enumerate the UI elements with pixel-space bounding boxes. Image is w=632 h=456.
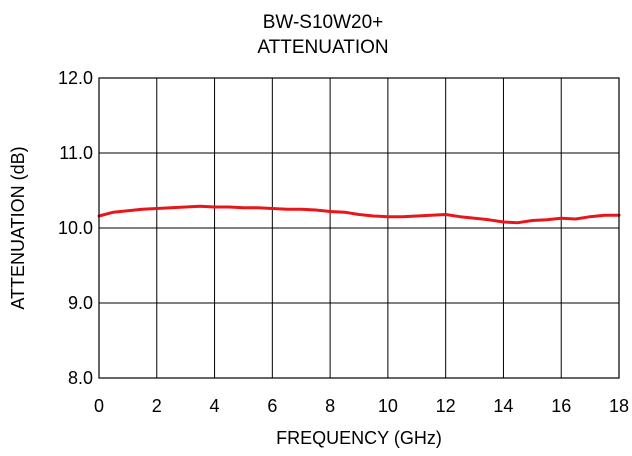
- x-tick-labels: 0 2 4 6 8 10 12 14 16 18: [94, 396, 629, 416]
- x-tick-label: 0: [94, 396, 104, 416]
- x-tick-label: 8: [325, 396, 335, 416]
- y-tick-label: 12.0: [58, 68, 93, 88]
- x-tick-label: 16: [551, 396, 571, 416]
- x-tick-label: 4: [210, 396, 220, 416]
- series-line-0: [97, 204, 621, 225]
- y-axis-label: ATTENUATION (dB): [8, 146, 28, 309]
- y-tick-labels: 8.0 9.0 10.0 11.0 12.0: [58, 68, 93, 388]
- series-layer: [97, 204, 621, 225]
- chart-title-line-2: ATTENUATION: [257, 37, 388, 58]
- y-tick-label: 9.0: [68, 293, 93, 313]
- y-tick-label: 11.0: [59, 143, 93, 163]
- x-tick-label: 6: [267, 396, 277, 416]
- y-tick-label: 10.0: [58, 218, 93, 238]
- x-axis-label: FREQUENCY (GHz): [276, 428, 442, 448]
- x-tick-label: 2: [152, 396, 162, 416]
- chart-title-line-1: BW-S10W20+: [263, 12, 384, 33]
- x-tick-label: 12: [436, 396, 456, 416]
- y-tick-label: 8.0: [68, 368, 93, 388]
- x-tick-label: 14: [493, 396, 513, 416]
- x-tick-label: 10: [378, 396, 398, 416]
- x-tick-label: 18: [609, 396, 629, 416]
- plot-frame: [98, 77, 620, 379]
